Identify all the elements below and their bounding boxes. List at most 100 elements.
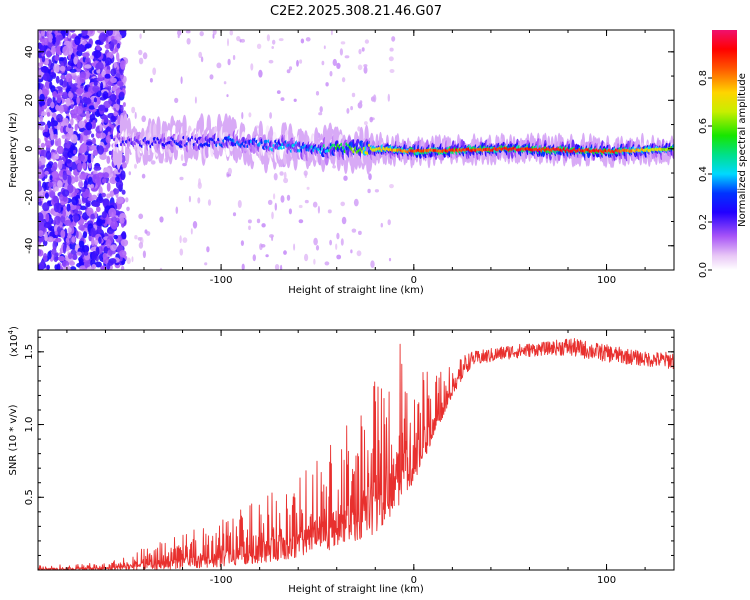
y-tick-label: 20: [24, 94, 35, 107]
spectrogram-faint-cell: [288, 208, 292, 215]
spectrogram-noise-cell: [42, 253, 48, 262]
spectrogram-noise-cell: [38, 212, 44, 223]
colorbar-tick-label: 0.4: [698, 166, 709, 182]
spectrogram-faint-cell: [274, 264, 280, 270]
spectrogram-noise-cell: [104, 57, 112, 66]
spectrogram-signal-cell: [152, 123, 158, 139]
spectrogram-faint-cell: [357, 126, 361, 132]
spectrogram-noise-cell: [45, 213, 50, 223]
spectrogram-noise-cell: [82, 107, 91, 111]
spectrogram-faint-cell: [280, 195, 285, 203]
spectrogram-faint-cell: [296, 59, 299, 67]
spectrogram-noise-cell: [106, 193, 111, 199]
snr-series-line: [38, 338, 674, 570]
spectrogram-faint-cell: [280, 97, 285, 101]
spectrogram-noise-cell: [53, 195, 58, 203]
spectrogram-noise-cell: [98, 186, 103, 196]
spectrogram-faint-cell: [293, 243, 296, 251]
spectrogram-noise-cell: [71, 155, 79, 161]
spectrogram-noise-cell: [59, 78, 64, 86]
spectrogram-noise-cell: [102, 198, 110, 206]
y-tick-label: 40: [24, 45, 35, 58]
spectrogram-noise-cell: [110, 220, 118, 230]
spectrogram-faint-cell: [341, 216, 347, 225]
spectrogram-noise-cell: [44, 231, 48, 242]
spectrogram-noise-cell: [39, 100, 46, 106]
spectrogram-noise-cell: [70, 83, 74, 88]
spectrogram-noise-cell: [108, 207, 117, 218]
x-tick-label: -100: [210, 275, 233, 286]
spectrogram-faint-cell: [180, 154, 184, 162]
spectrogram-noise-cell: [54, 55, 60, 62]
spectrogram-faint-cell: [336, 62, 341, 69]
spectrogram-noise-cell: [90, 227, 96, 238]
spectrogram-noise-cell: [48, 121, 56, 127]
spectrogram-faint-cell: [344, 55, 350, 59]
spectrogram-faint-cell: [138, 49, 143, 56]
spectrogram-noise-cell: [68, 91, 72, 98]
spectrogram-faint-cell: [325, 82, 329, 87]
spectrogram-faint-cell: [273, 193, 276, 200]
spectrogram-noise-cell: [56, 113, 63, 123]
spectrogram-noise-cell: [39, 261, 45, 270]
spectrogram-faint-cell: [207, 199, 212, 206]
spectrogram-faint-cell: [315, 245, 320, 251]
spectrogram-noise-cell: [76, 88, 84, 95]
spectrogram-noise-cell: [69, 260, 75, 266]
spectrogram-faint-cell: [142, 250, 146, 259]
spectrogram-faint-cell: [317, 205, 320, 214]
spectrogram-noise-cell: [85, 202, 91, 208]
spectrogram-noise-cell: [82, 52, 90, 58]
spectrogram-noise-cell: [61, 134, 67, 139]
spectrogram-noise-cell: [109, 190, 115, 198]
spectrogram-noise-cell: [105, 134, 111, 144]
spectrogram-faint-cell: [134, 163, 137, 169]
spectrogram-faint-cell: [150, 160, 156, 165]
spectrogram-noise-cell: [109, 94, 117, 102]
spectrogram-faint-cell: [126, 206, 130, 212]
spectrogram-faint-cell: [319, 106, 323, 113]
spectrogram-frame: [37, 29, 675, 271]
spectrogram-noise-cell: [91, 133, 95, 138]
spectrogram-noise-cell: [55, 237, 62, 243]
spectrogram-noise-cell: [89, 114, 96, 121]
spectrogram-faint-cell: [389, 47, 394, 52]
spectrogram-noise-cell: [60, 215, 66, 223]
spectrogram-noise-cell: [55, 35, 60, 45]
snr-y-scale-prefix: (x10: [9, 334, 20, 357]
spectrogram-signal-cell: [156, 116, 161, 140]
spectrogram-noise-cell: [38, 184, 43, 192]
spectrogram-noise-cell: [91, 264, 97, 270]
spectrogram-noise-cell: [96, 90, 102, 98]
spectrogram-faint-cell: [363, 64, 368, 68]
spectrogram-noise-cell: [38, 160, 42, 167]
spectrogram-noise-cell: [68, 252, 73, 260]
spectrogram-faint-cell: [216, 62, 222, 69]
spectrogram-noise-cell: [57, 137, 62, 148]
spectrogram-faint-cell: [152, 67, 157, 76]
spectrogram-faint-cell: [134, 111, 137, 120]
spectrogram-noise-cell: [96, 39, 102, 45]
spectrogram-faint-cell: [304, 253, 309, 262]
spectrogram-noise-cell: [108, 150, 112, 155]
colorbar-tick-label: 0.0: [698, 262, 709, 278]
spectrogram-noise-cell: [99, 153, 107, 160]
spectrogram-noise-cell: [52, 91, 57, 97]
spectrogram-faint-cell: [276, 90, 281, 94]
spectrogram-faint-cell: [190, 228, 193, 235]
spectrogram-faint-cell: [240, 240, 244, 247]
spectrogram-noise-cell: [74, 35, 81, 46]
spectrogram-noise-cell: [40, 142, 46, 148]
spectrogram-noise-cell: [50, 101, 55, 109]
spectrogram-faint-cell: [258, 69, 263, 78]
spectrogram-noise-cell: [73, 149, 77, 155]
spectrogram-noise-cell: [96, 196, 104, 204]
spectrogram-noise-cell: [98, 236, 102, 244]
spectrogram-faint-cell: [142, 52, 148, 60]
spectrogram-noise-cell: [76, 105, 84, 115]
spectrogram-faint-cell: [144, 229, 148, 234]
spectrogram-faint-cell: [286, 69, 291, 74]
spectrogram-noise-cell: [110, 68, 117, 77]
spectrogram-noise-cell: [84, 251, 89, 256]
spectrogram-noise-cell: [62, 189, 70, 197]
